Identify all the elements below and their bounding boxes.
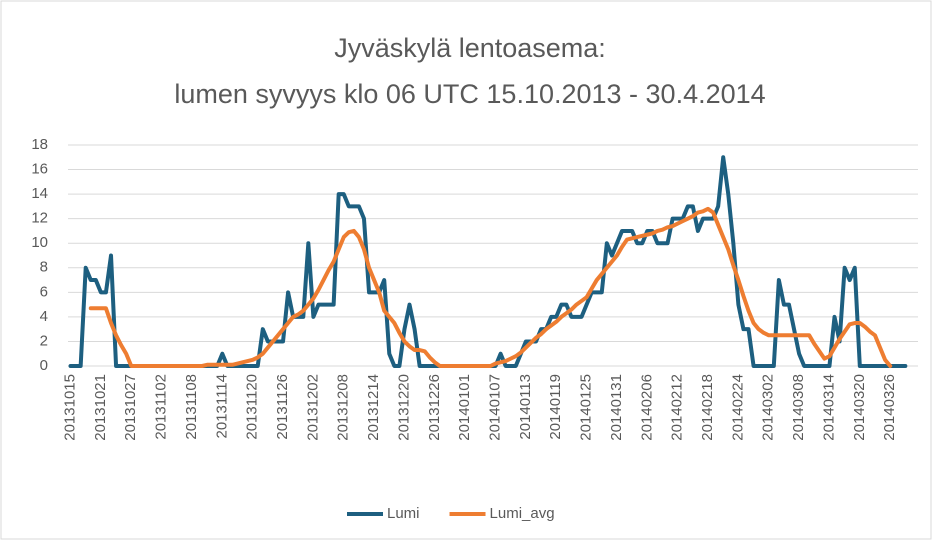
chart-title: lumen syvyys klo 06 UTC 15.10.2013 - 30.… — [174, 79, 765, 109]
x-tick-label: 20140212 — [669, 374, 686, 441]
y-tick-label: 10 — [31, 234, 48, 251]
y-tick-label: 16 — [31, 161, 48, 178]
y-tick-label: 4 — [40, 308, 48, 325]
y-tick-label: 18 — [31, 136, 48, 153]
x-tick-label: 20140131 — [608, 374, 625, 441]
x-tick-label: 20140125 — [578, 374, 595, 441]
x-tick-label: 20140101 — [456, 374, 473, 441]
x-tick-label: 20131120 — [244, 374, 261, 440]
x-tick-label: 20140320 — [851, 374, 868, 441]
y-tick-label: 2 — [40, 332, 48, 349]
legend-label: Lumi_avg — [490, 505, 555, 522]
series-line — [88, 206, 893, 368]
x-tick-label: 20131108 — [183, 374, 200, 440]
y-tick-label: 6 — [40, 283, 48, 300]
x-tick-label: 20131220 — [395, 374, 412, 441]
x-tick-label: 20140206 — [638, 374, 655, 441]
x-tick-label: 20131114 — [213, 374, 230, 439]
x-tick-label: 20140218 — [699, 374, 716, 441]
x-tick-label: 20131021 — [92, 374, 109, 441]
x-tick-label: 20140224 — [729, 374, 746, 441]
x-tick-label: 20140119 — [547, 374, 564, 440]
y-tick-label: 12 — [31, 210, 48, 227]
x-tick-label: 20140113 — [517, 374, 534, 440]
x-tick-label: 20131102 — [153, 374, 170, 440]
x-tick-label: 20131214 — [365, 374, 382, 441]
y-tick-label: 0 — [40, 357, 48, 374]
x-tick-label: 20140107 — [486, 374, 503, 441]
x-tick-label: 20131226 — [426, 374, 443, 441]
x-tick-label: 20140302 — [760, 374, 777, 441]
x-tick-label: 20140314 — [820, 374, 837, 441]
y-tick-label: 14 — [31, 185, 48, 202]
x-tick-label: 20131027 — [122, 374, 139, 441]
x-tick-label: 20131202 — [304, 374, 321, 441]
legend-label: Lumi — [387, 505, 420, 522]
x-tick-label: 20131208 — [335, 374, 352, 441]
x-tick-label: 20140326 — [881, 374, 898, 441]
y-tick-label: 8 — [40, 259, 48, 276]
x-tick-label: 20140308 — [790, 374, 807, 441]
x-tick-label: 20131126 — [274, 374, 291, 440]
chart-title: Jyväskylä lentoasema: — [334, 33, 606, 63]
x-tick-label: 20131015 — [61, 374, 78, 441]
